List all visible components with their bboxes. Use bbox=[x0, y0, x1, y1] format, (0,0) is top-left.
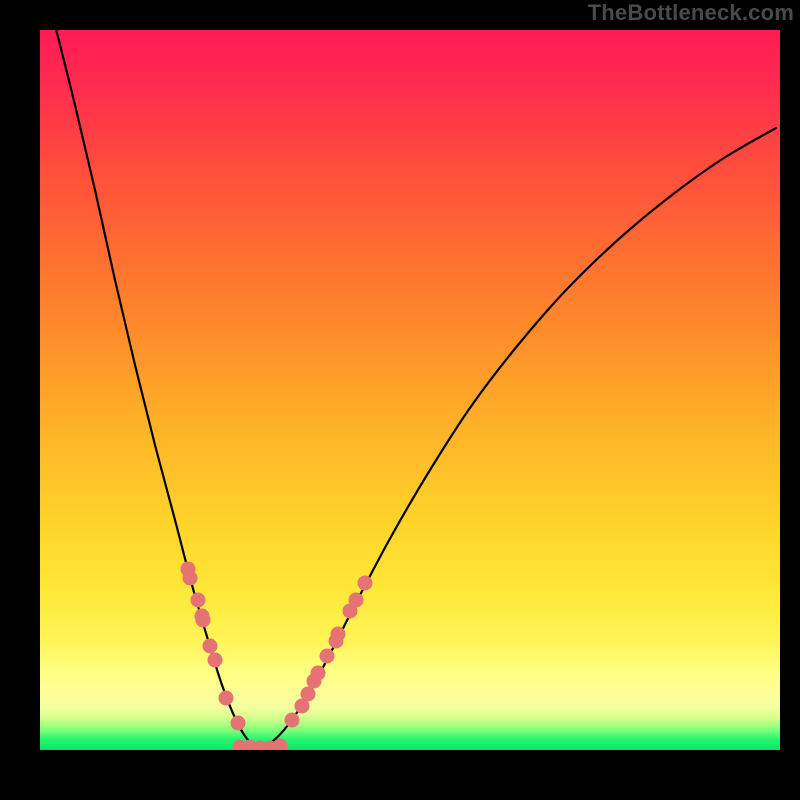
marker-dot bbox=[208, 653, 223, 668]
marker-dot bbox=[285, 713, 300, 728]
marker-dot bbox=[219, 691, 234, 706]
marker-dot bbox=[231, 716, 246, 731]
chart-svg bbox=[40, 30, 780, 750]
marker-dot bbox=[183, 571, 198, 586]
gradient-bg bbox=[40, 30, 780, 750]
marker-dot bbox=[203, 639, 218, 654]
marker-dot bbox=[320, 649, 335, 664]
watermark-text: TheBottleneck.com bbox=[588, 0, 794, 26]
marker-dot bbox=[301, 687, 316, 702]
marker-dot bbox=[311, 666, 326, 681]
plot-area bbox=[40, 30, 780, 750]
marker-dot bbox=[331, 627, 346, 642]
marker-dot bbox=[358, 576, 373, 591]
marker-dot bbox=[196, 613, 211, 628]
marker-dot bbox=[349, 593, 364, 608]
canvas: TheBottleneck.com bbox=[0, 0, 800, 800]
marker-dot bbox=[191, 593, 206, 608]
